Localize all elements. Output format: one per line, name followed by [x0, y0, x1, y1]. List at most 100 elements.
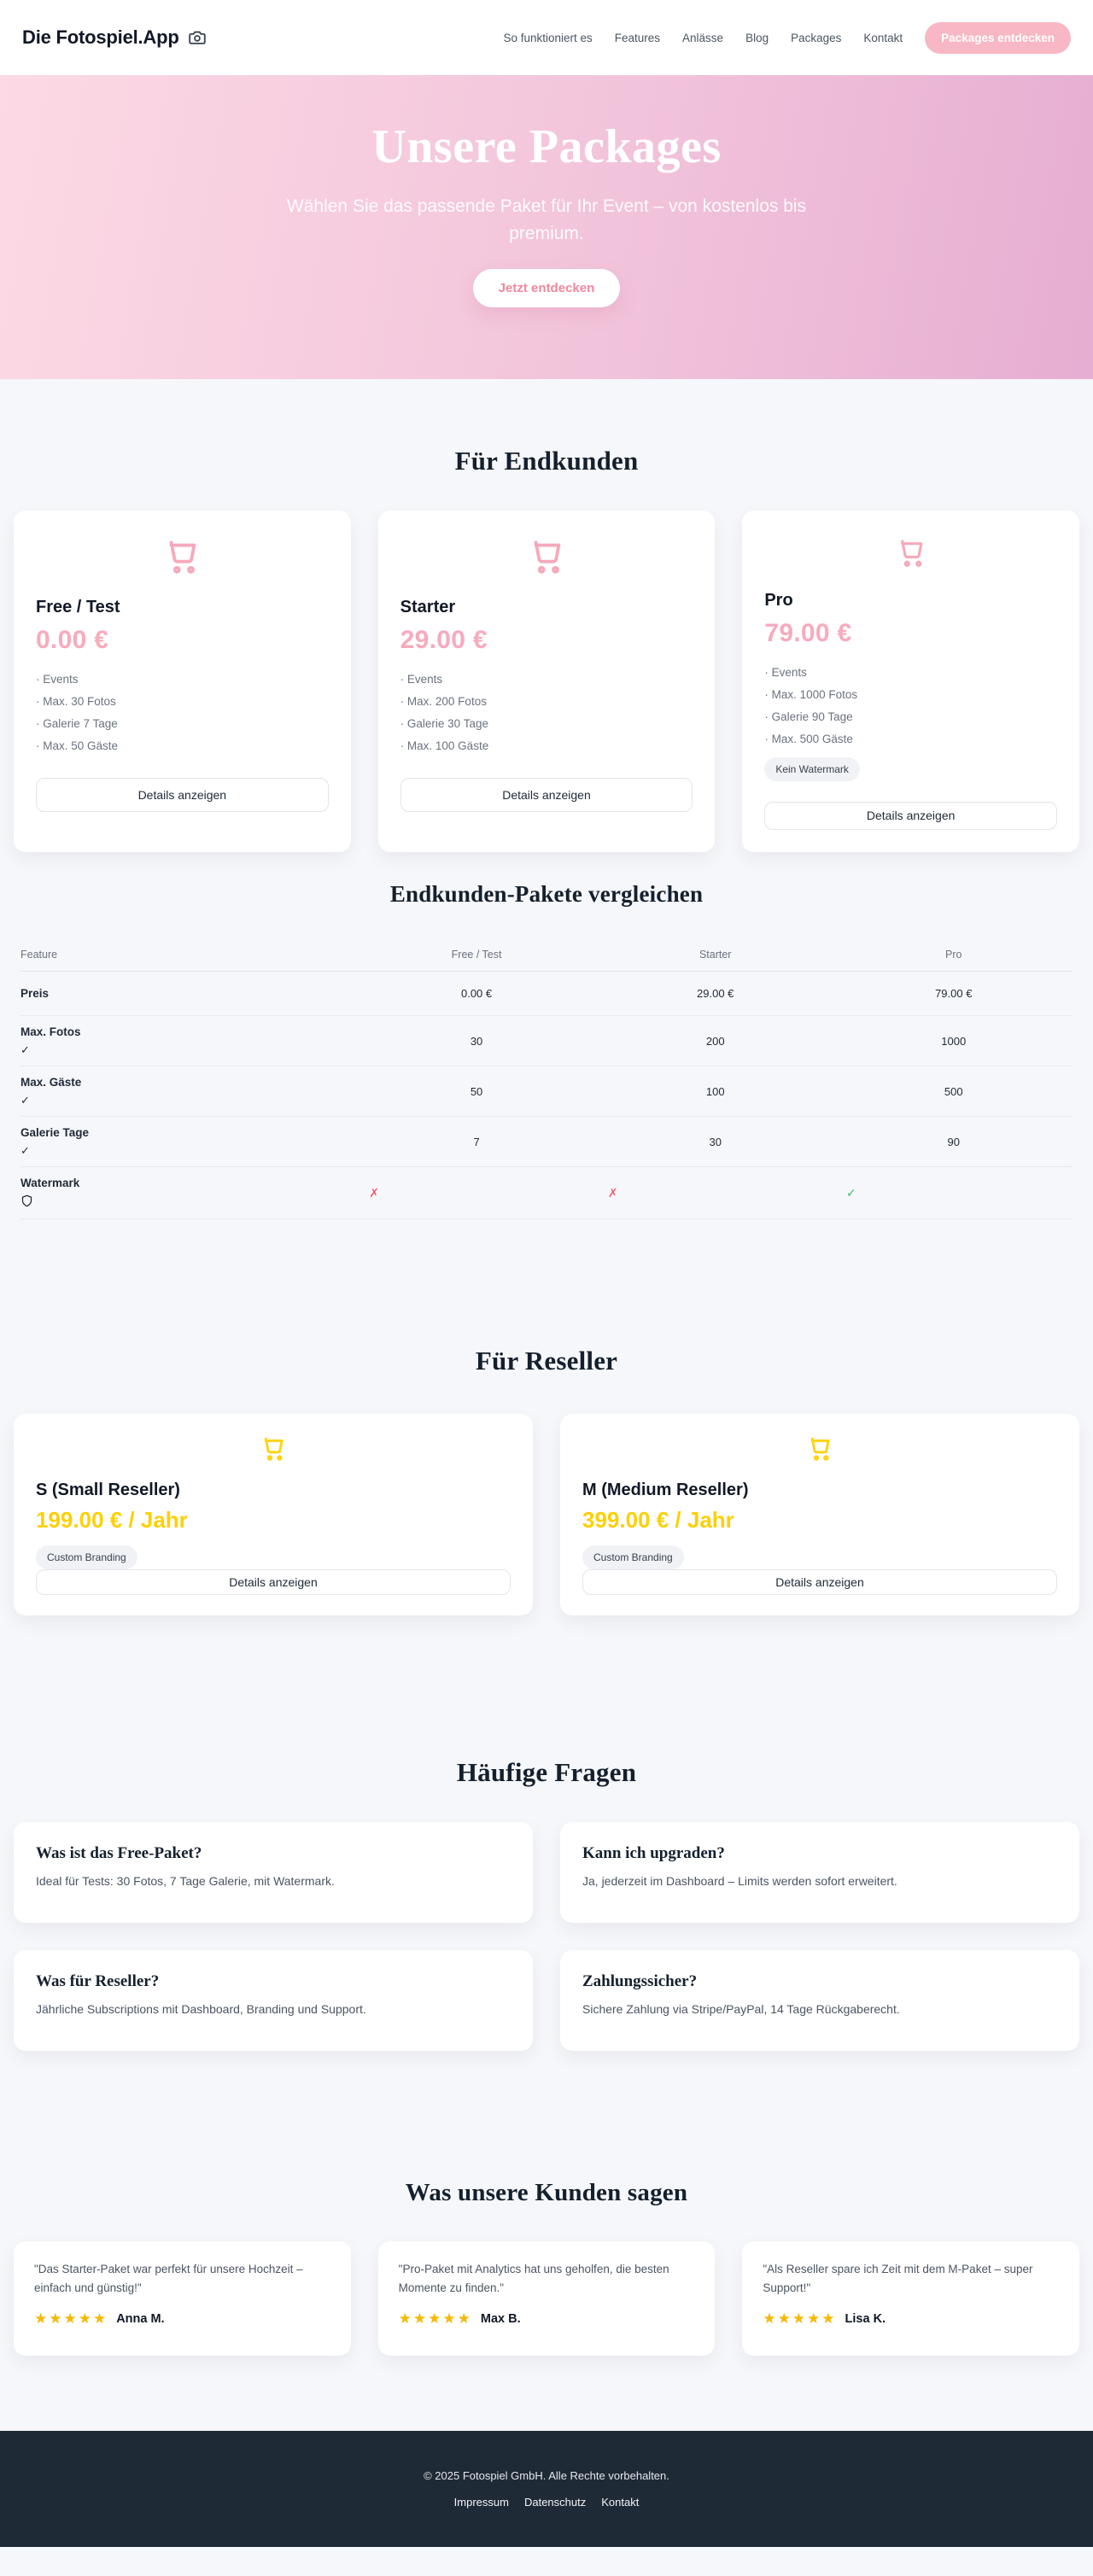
- details-button[interactable]: Details anzeigen: [764, 801, 1057, 830]
- watermark-cell: ✓: [835, 1186, 1073, 1200]
- feature-item: Max. 50 Gäste: [36, 735, 118, 757]
- value-cell: 7: [473, 1135, 480, 1148]
- comparison-table: Feature Free / Test Starter Pro Preis 0.00 €…: [0, 937, 1093, 1219]
- testimonial-name: Anna M.: [116, 2312, 165, 2327]
- testimonial-card: "Als Reseller spare ich Zeit mit dem M-P…: [742, 2241, 1079, 2356]
- feature-list: EventsMax. 30 FotosGalerie 7 TageMax. 50…: [36, 669, 118, 757]
- value-cell: 29.00 €: [697, 987, 734, 1000]
- package-badge: Kein Watermark: [764, 756, 860, 781]
- faq-question: Zahlungssicher?: [582, 1972, 698, 1990]
- reseller-heading: Für Reseller: [475, 1346, 618, 1376]
- hero-title: Unsere Packages: [371, 120, 722, 173]
- faq-answer: Ideal für Tests: 30 Fotos, 7 Tage Galeri…: [36, 1874, 335, 1888]
- testimonial-name: Lisa K.: [845, 2312, 886, 2327]
- testimonials-heading: Was unsere Kunden sagen: [405, 2179, 688, 2206]
- shopping-cart-icon: [534, 540, 561, 574]
- feature-item: Events: [36, 669, 118, 691]
- jetzt-entdecken-button[interactable]: Jetzt entdecken: [472, 269, 621, 307]
- feature-cell: Max. Fotos ✓: [20, 1025, 357, 1057]
- check-icon: ✓: [20, 1094, 30, 1107]
- main-nav: So funktioniert es Features Anlässe Blog…: [503, 21, 1071, 54]
- faq-card: Zahlungssicher? Sichere Zahlung via Stri…: [560, 1950, 1079, 2051]
- value-cell: 200: [705, 1034, 725, 1048]
- feature-item: Max. 1000 Fotos: [764, 684, 858, 706]
- shopping-cart-icon: [810, 1437, 830, 1461]
- feature-item: Galerie 7 Tage: [36, 713, 118, 735]
- feature-label: Watermark: [20, 1177, 80, 1189]
- top-navigation-bar: Die Fotospiel.App So funktioniert es Fea…: [0, 0, 1093, 75]
- logo[interactable]: Die Fotospiel.App: [22, 26, 207, 49]
- package-name: Starter: [400, 598, 456, 616]
- x-icon: ✗: [607, 1185, 618, 1200]
- comparison-row: Max. Fotos ✓ 30 200 1000: [20, 1016, 1073, 1066]
- faq-answer: Sichere Zahlung via Stripe/PayPal, 14 Ta…: [582, 2002, 900, 2016]
- feature-label: Max. Fotos: [20, 1025, 81, 1038]
- faq-section: Häufige Fragen Was ist das Free-Paket? I…: [0, 1615, 1093, 2051]
- hero-section: Unsere Packages Wählen Sie das passende …: [0, 75, 1093, 379]
- watermark-cell: ✗: [357, 1186, 596, 1200]
- comparison-section: Endkunden-Pakete vergleichen Feature Free…: [0, 852, 1093, 1219]
- hero-subtitle: Wählen Sie das passende Paket für Ihr Ev…: [286, 196, 807, 243]
- feature-item: Max. 500 Gäste: [764, 728, 857, 751]
- package-name: Free / Test: [36, 598, 120, 616]
- nav-link[interactable]: Blog: [745, 31, 769, 44]
- feature-cell: Watermark: [20, 1176, 357, 1210]
- feature-list: EventsMax. 200 FotosGalerie 30 TageMax. …: [400, 669, 489, 757]
- feature-cell: Galerie Tage ✓: [20, 1125, 357, 1158]
- nav-link[interactable]: Anlässe: [682, 31, 724, 44]
- footer-links: Impressum Datenschutz Kontakt: [454, 2496, 640, 2509]
- testimonial-name: Max B.: [480, 2312, 521, 2327]
- details-button[interactable]: Details anzeigen: [36, 778, 329, 812]
- faq-card: Kann ich upgraden? Ja, jederzeit im Dash…: [560, 1822, 1079, 1923]
- package-card: Pro 79.00 € EventsMax. 1000 FotosGalerie…: [742, 511, 1079, 852]
- footer-link[interactable]: Datenschutz: [523, 2496, 587, 2509]
- nav-link[interactable]: Packages: [791, 31, 842, 44]
- feature-item: Galerie 90 Tage: [764, 706, 857, 728]
- footer-link[interactable]: Kontakt: [601, 2496, 640, 2509]
- footer-link[interactable]: Impressum: [453, 2496, 509, 2509]
- nav-link[interactable]: So funktioniert es: [503, 31, 593, 44]
- faq-answer: Jährliche Subscriptions mit Dashboard, B…: [36, 2002, 366, 2016]
- testimonials-section: Was unsere Kunden sagen "Das Starter-Pak…: [0, 2051, 1093, 2356]
- package-card: Free / Test 0.00 € EventsMax. 30 FotosGa…: [14, 511, 351, 852]
- comparison-header-row: Feature Free / Test Starter Pro: [20, 937, 1073, 972]
- package-name: S (Small Reseller): [36, 1481, 180, 1500]
- feature-list: EventsMax. 1000 FotosGalerie 90 TageMax.…: [764, 662, 858, 751]
- testimonial-quote: "Das Starter-Paket war perfekt für unser…: [34, 2263, 303, 2294]
- reseller-card: M (Medium Reseller) 399.00 € / Jahr Cust…: [560, 1414, 1079, 1615]
- check-icon: ✓: [20, 1043, 30, 1056]
- feature-item: Max. 30 Fotos: [36, 691, 118, 713]
- column-header: Starter: [698, 949, 732, 961]
- check-icon: ✓: [20, 1144, 30, 1157]
- value-cell: 500: [944, 1084, 963, 1098]
- feature-label: Max. Gäste: [20, 1076, 82, 1089]
- feature-item: Max. 100 Gäste: [400, 735, 488, 757]
- testimonial-card: "Pro-Paket mit Analytics hat uns geholfe…: [377, 2241, 716, 2356]
- faq-grid: Was ist das Free-Paket? Ideal für Tests:…: [0, 1822, 1093, 2051]
- faq-question: Was für Reseller?: [36, 1972, 160, 1990]
- details-button[interactable]: Details anzeigen: [400, 778, 693, 812]
- x-icon: ✗: [369, 1185, 379, 1200]
- faq-card: Was ist das Free-Paket? Ideal für Tests:…: [14, 1822, 533, 1923]
- feature-item: Galerie 30 Tage: [400, 713, 489, 735]
- comparison-row: Galerie Tage ✓ 7 30 90: [20, 1117, 1073, 1167]
- testimonial-quote: "Pro-Paket mit Analytics hat uns geholfe…: [398, 2263, 669, 2294]
- packages-entdecken-button[interactable]: Packages entdecken: [925, 21, 1071, 54]
- package-badge: Custom Branding: [36, 1545, 137, 1570]
- feature-label: Galerie Tage: [20, 1126, 90, 1139]
- column-header: Feature: [20, 949, 58, 961]
- reseller-cards: S (Small Reseller) 199.00 € / Jahr Custo…: [0, 1414, 1093, 1615]
- package-name: Pro: [764, 590, 793, 610]
- details-button[interactable]: Details anzeigen: [582, 1569, 1057, 1595]
- shopping-cart-icon: [169, 540, 196, 574]
- footer: © 2025 Fotospiel GmbH. Alle Rechte vorbe…: [0, 2431, 1093, 2547]
- feature-cell: Preis: [20, 986, 357, 1002]
- nav-link[interactable]: Features: [614, 31, 661, 44]
- testimonial-quote: "Als Reseller spare ich Zeit mit dem M-P…: [763, 2263, 1033, 2294]
- nav-link[interactable]: Kontakt: [863, 31, 903, 44]
- shield-icon: [21, 1195, 32, 1207]
- nav-links: So funktioniert es Features Anlässe Blog…: [503, 32, 903, 44]
- details-button[interactable]: Details anzeigen: [36, 1569, 511, 1595]
- comparison-row: Watermark ✗ ✗ ✓: [20, 1167, 1073, 1219]
- package-badge: Custom Branding: [582, 1545, 684, 1570]
